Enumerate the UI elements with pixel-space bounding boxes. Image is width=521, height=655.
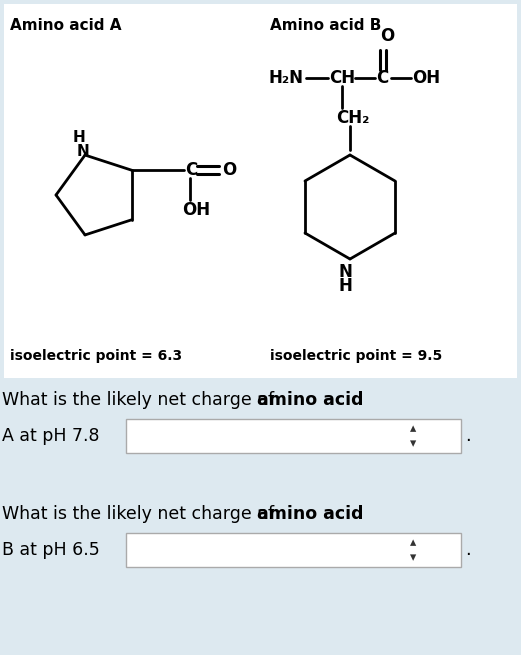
Bar — [4, 4, 517, 378]
Text: CH₂: CH₂ — [336, 109, 369, 127]
Text: isoelectric point = 6.3: isoelectric point = 6.3 — [10, 349, 182, 363]
Bar — [126, 533, 461, 567]
Text: OH: OH — [182, 201, 210, 219]
Text: Amino acid B: Amino acid B — [270, 18, 381, 33]
Text: isoelectric point = 9.5: isoelectric point = 9.5 — [270, 349, 442, 363]
Text: B at pH 6.5: B at pH 6.5 — [2, 541, 100, 559]
Text: amino acid: amino acid — [257, 391, 364, 409]
Text: O: O — [380, 27, 394, 45]
Text: ▴
▾: ▴ ▾ — [411, 422, 417, 450]
Text: H₂N: H₂N — [268, 69, 303, 87]
Text: .: . — [465, 541, 471, 559]
Text: N: N — [338, 263, 352, 281]
Bar — [126, 419, 461, 453]
Text: C: C — [376, 69, 388, 87]
Text: A at pH 7.8: A at pH 7.8 — [2, 427, 100, 445]
Text: ▴
▾: ▴ ▾ — [411, 536, 417, 564]
Text: CH: CH — [329, 69, 355, 87]
Text: H: H — [72, 130, 85, 145]
Text: amino acid: amino acid — [257, 505, 364, 523]
Text: .: . — [465, 427, 471, 445]
Text: O: O — [222, 161, 236, 179]
Text: C: C — [185, 161, 197, 179]
Text: N: N — [77, 143, 90, 159]
Text: Amino acid A: Amino acid A — [10, 18, 121, 33]
Text: H: H — [338, 277, 352, 295]
Text: OH: OH — [412, 69, 440, 87]
Text: What is the likely net charge of: What is the likely net charge of — [2, 505, 280, 523]
Text: What is the likely net charge of: What is the likely net charge of — [2, 391, 280, 409]
